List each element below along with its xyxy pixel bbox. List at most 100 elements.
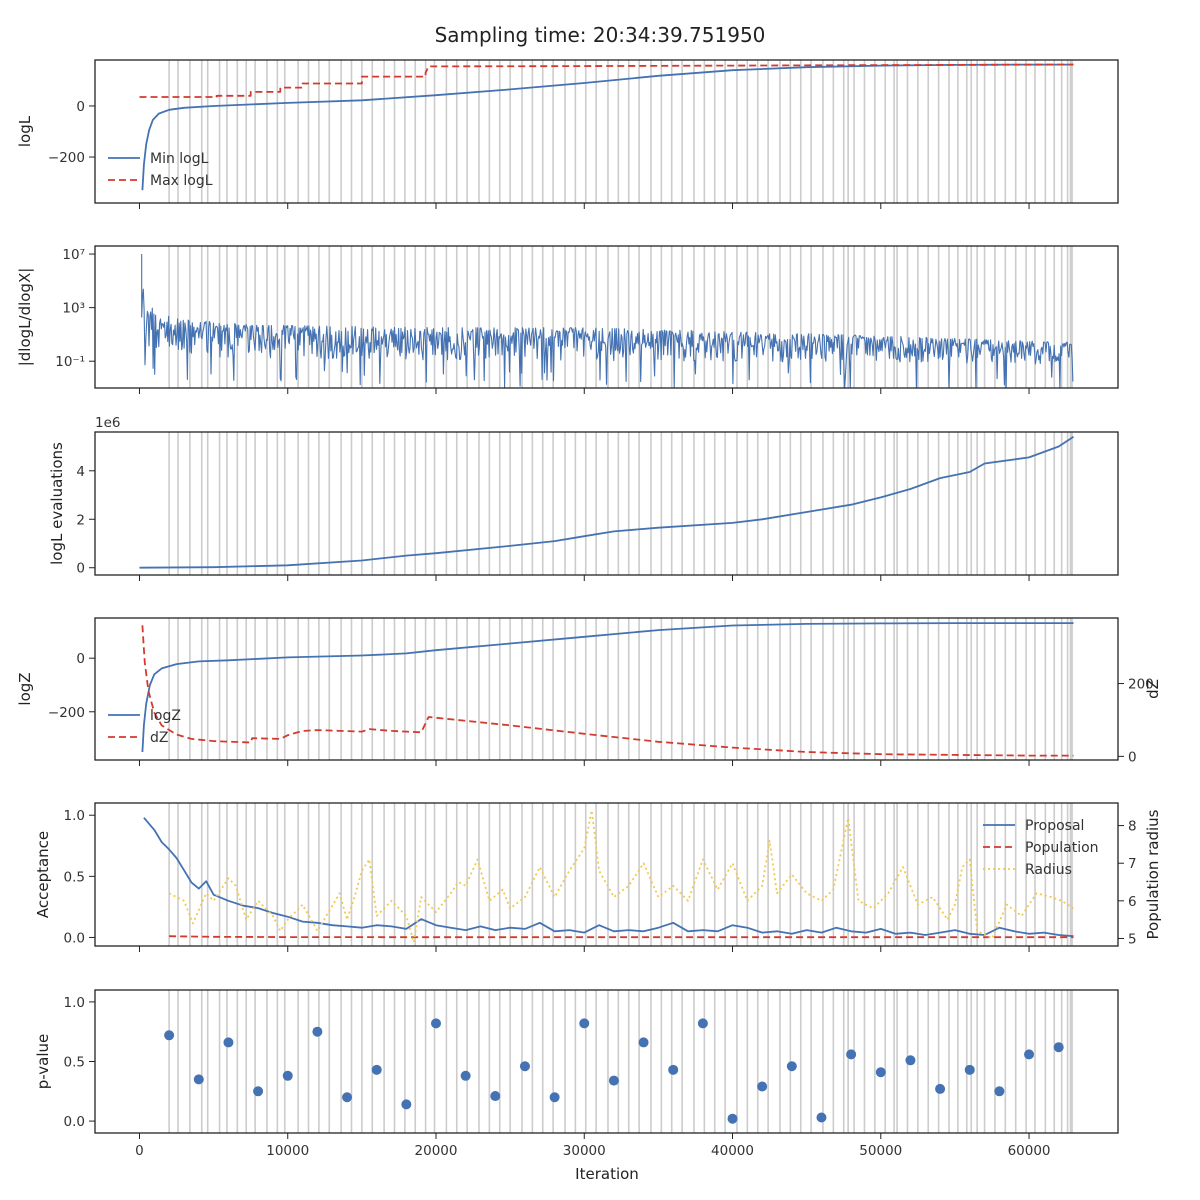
panel-logz: 0 −200 200 0 dZ logZ logZ dZ (16, 617, 1162, 766)
y-axis-label: p-value (34, 1034, 52, 1090)
panel-acceptance: 0.0 0.5 1.0 5 6 7 8 Population radius Acceptance… (34, 802, 1162, 952)
offset-text: 1e6 (95, 415, 120, 431)
data-point (697, 1018, 708, 1029)
data-point (638, 1037, 649, 1048)
vertical-markers (168, 990, 1073, 1133)
plot-area (143, 809, 1074, 944)
legend-label: Population (1025, 840, 1099, 856)
y-tick-label: 0 (76, 99, 85, 115)
data-point (253, 1086, 264, 1097)
y-tick-label: 10³ (62, 301, 85, 317)
vertical-markers (168, 618, 1073, 760)
y-tick-label: 10⁻¹ (55, 354, 85, 370)
legend-label: Min logL (150, 151, 209, 167)
plot-area (164, 1018, 1064, 1124)
plot-area (139, 63, 1074, 191)
legend-label: dZ (150, 730, 168, 746)
series-line-population (169, 935, 1074, 939)
series-line-dz (141, 625, 1074, 757)
data-point (519, 1061, 530, 1072)
y-tick-label: 1.0 (64, 808, 85, 824)
y-tick-label: 0.5 (64, 869, 85, 885)
series-line-max-logl (139, 63, 1074, 98)
y-tick-label: 0.0 (64, 930, 85, 946)
vertical-markers (168, 60, 1073, 203)
data-point (757, 1081, 768, 1092)
y-axis-label: logL (16, 115, 34, 147)
series-line-proposal (143, 817, 1074, 938)
y-tick-label: 0.0 (64, 1114, 85, 1130)
vertical-markers (168, 246, 1073, 388)
panel-p-value: 0 10000 20000 30000 40000 50000 60000 0.0 0.5 1.0… (34, 989, 1119, 1159)
axes-frame (94, 802, 1119, 947)
vertical-markers (168, 803, 1073, 946)
data-point (282, 1070, 293, 1081)
vertical-markers (168, 432, 1073, 575)
data-point (164, 1030, 175, 1041)
data-point (1024, 1049, 1035, 1060)
legend-label: Max logL (150, 173, 213, 189)
data-point (193, 1074, 204, 1085)
data-point (964, 1064, 975, 1075)
y-tick-label: 0 (76, 561, 85, 577)
data-point (431, 1018, 441, 1029)
y-tick-label-right: 7 (1128, 856, 1137, 872)
y-axis-label: logL evaluations (48, 442, 66, 565)
x-tick-label: 50000 (859, 1143, 902, 1159)
y-axis-label: |dlogL/dlogX| (16, 268, 34, 367)
y-tick-label-right: 6 (1128, 894, 1137, 910)
data-point (579, 1018, 590, 1029)
data-point (371, 1064, 382, 1075)
y-tick-label: 1.0 (64, 995, 85, 1011)
plot-area (139, 436, 1074, 569)
data-point (401, 1099, 412, 1110)
y-tick-label-right: 0 (1128, 749, 1137, 765)
data-point (935, 1083, 946, 1094)
data-point (460, 1070, 471, 1081)
axes-frame (94, 989, 1119, 1134)
data-point (1053, 1042, 1064, 1053)
data-point (816, 1112, 827, 1123)
series-line-0 (139, 436, 1074, 569)
x-tick-label: 20000 (415, 1143, 458, 1159)
panel-dlogl: 10⁷ 10³ 10⁻¹ |dlogL/dlogX| (16, 245, 1119, 394)
axes-frame (94, 431, 1119, 576)
x-tick-label: 0 (135, 1143, 144, 1159)
axes-frame (94, 245, 1119, 389)
y-tick-label: −200 (48, 705, 85, 721)
y-tick-label-right: 5 (1128, 931, 1137, 947)
y-tick-label-right: 200 (1128, 677, 1154, 693)
x-axis-label: Iteration (575, 1165, 639, 1183)
panel-logl-evaluations: 0 2 4 logL evaluations 1e6 (48, 415, 1119, 581)
plot-area (141, 254, 1074, 388)
y-tick-label: 0 (76, 651, 85, 667)
data-point (846, 1049, 857, 1060)
data-point (994, 1086, 1005, 1097)
axes-frame (94, 59, 1119, 204)
x-tick-label: 10000 (266, 1143, 309, 1159)
data-point (312, 1026, 323, 1037)
data-point (608, 1075, 619, 1086)
data-point (342, 1092, 353, 1103)
y-tick-label: 0.5 (64, 1055, 85, 1071)
y-tick-label: 4 (76, 464, 85, 480)
figure-title: Sampling time: 20:34:39.751950 (435, 23, 766, 47)
y-tick-label: 2 (76, 512, 85, 528)
legend-label: Proposal (1025, 818, 1084, 834)
legend-label: logZ (150, 708, 181, 724)
y-axis-label: Acceptance (34, 831, 52, 918)
y-axis-label: logZ (16, 672, 34, 705)
y-tick-label-right: 8 (1128, 819, 1137, 835)
series-line-min-logl (141, 63, 1074, 191)
y-axis-label-right: Population radius (1144, 809, 1162, 939)
legend-label: Radius (1025, 862, 1072, 878)
data-point (727, 1113, 738, 1124)
y-tick-label: 10⁷ (62, 247, 85, 263)
x-tick-label: 30000 (563, 1143, 606, 1159)
data-point (786, 1061, 797, 1072)
x-tick-label: 40000 (711, 1143, 754, 1159)
plot-area (141, 622, 1074, 757)
data-point (668, 1064, 679, 1075)
data-point (905, 1055, 916, 1066)
